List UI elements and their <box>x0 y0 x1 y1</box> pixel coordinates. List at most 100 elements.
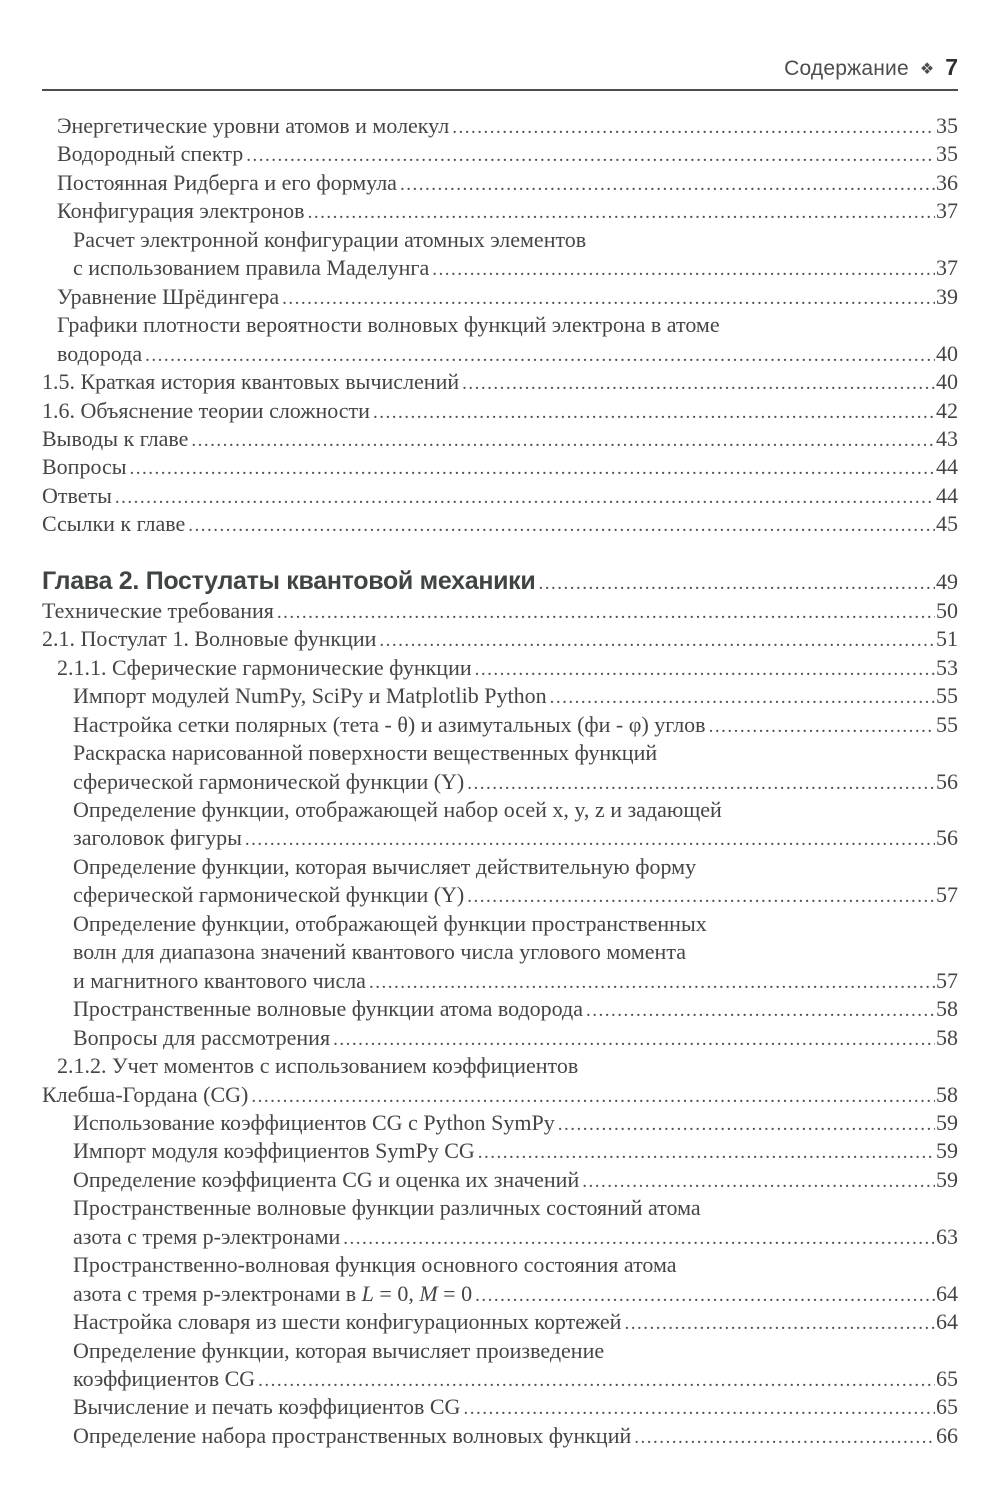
toc-entry-text: Вопросы для рассмотрения <box>73 1024 331 1050</box>
page-number: 39 <box>936 283 958 309</box>
toc-entry-text: Глава 2. Постулаты квантовой механики <box>42 566 536 595</box>
toc-entry-text: Определение коэффициента CG и оценка их … <box>73 1166 580 1192</box>
toc-line: Настройка словаря из шести конфигурацион… <box>42 1308 958 1336</box>
page-number: 40 <box>936 369 958 395</box>
toc-page: Содержание ❖ 7 Энергетические уровни ато… <box>0 0 1000 1450</box>
dot-leader <box>308 202 935 224</box>
toc-line: сферической гармонической функции (Y) 56 <box>42 768 958 796</box>
toc-line: Уравнение Шрёдингера 39 <box>42 283 958 311</box>
toc-line: 1.6. Объяснение теории сложности 42 <box>42 397 958 425</box>
toc-line: Графики плотности вероятности волновых ф… <box>42 311 958 339</box>
dot-leader <box>582 1171 935 1193</box>
toc-entry-text: сферической гармонической функции (Y) <box>73 882 465 908</box>
page-number: 64 <box>936 1309 958 1335</box>
toc-line: волн для диапазона значений квантового ч… <box>42 938 958 966</box>
toc-entry-text: Технические требования <box>42 597 274 623</box>
toc-entry-text: Конфигурация электронов <box>57 198 305 224</box>
page-number: 56 <box>936 768 958 794</box>
dot-leader <box>709 716 935 738</box>
page-number: 35 <box>936 113 958 138</box>
page-number: 43 <box>936 425 958 451</box>
toc-line: Конфигурация электронов 37 <box>42 197 958 225</box>
toc-line: азота с тремя p-электронами 63 <box>42 1223 958 1251</box>
toc-entry-text: Ответы <box>42 482 112 508</box>
dot-leader <box>550 687 935 709</box>
toc-entry-text: Пространственные волновые функции различ… <box>73 1195 701 1221</box>
toc-line: Определение набора пространственных волн… <box>42 1422 958 1450</box>
toc-entry-text: коэффициентов CG <box>73 1366 256 1392</box>
dot-leader <box>251 1086 935 1108</box>
page-number: 49 <box>936 568 958 594</box>
toc-line: 2.1.2. Учет моментов с использованием ко… <box>42 1052 958 1080</box>
toc-line: Клебша-Гордана (CG) 58 <box>42 1081 958 1109</box>
toc-entry-text: Определение функции, которая вычисляет д… <box>73 853 697 879</box>
dot-leader <box>379 630 935 652</box>
toc-entry-text: Настройка сетки полярных (тета - θ) и аз… <box>73 711 706 737</box>
toc-line: Водородный спектр 35 <box>42 140 958 168</box>
toc-entry-text: Расчет электронной конфигурации атомных … <box>73 226 587 252</box>
page-number: 45 <box>936 511 958 537</box>
toc-entry-text: азота с тремя p-электронами <box>73 1223 341 1249</box>
toc-line: 2.1.1. Сферические гармонические функции… <box>42 654 958 682</box>
dot-leader <box>369 972 935 994</box>
toc-entry-text: азота с тремя p-электронами в L = 0, M =… <box>73 1280 473 1306</box>
toc-line: Определение коэффициента CG и оценка их … <box>42 1166 958 1194</box>
page-number: 58 <box>936 1081 958 1107</box>
toc-entry-text: Вычисление и печать коэффициентов CG <box>73 1394 461 1420</box>
toc-entry-text: 1.5. Краткая история квантовых вычислени… <box>42 369 460 395</box>
page-number: 66 <box>936 1422 958 1448</box>
toc-entry-text: Графики плотности вероятности волновых ф… <box>57 312 720 338</box>
toc-line: 1.5. Краткая история квантовых вычислени… <box>42 368 958 396</box>
toc-line: Глава 2. Постулаты квантовой механики 49 <box>42 566 958 597</box>
toc-entry-text: 1.6. Объяснение теории сложности <box>42 397 370 423</box>
running-head: Содержание ❖ 7 <box>42 0 958 81</box>
page-number: 58 <box>936 1024 958 1050</box>
toc-line: Использование коэффициентов CG с Python … <box>42 1109 958 1137</box>
dot-leader <box>452 117 935 139</box>
dot-leader <box>258 1370 935 1392</box>
dot-leader <box>373 402 935 424</box>
toc-line: Энергетические уровни атомов и молекул 3… <box>42 112 958 140</box>
page-number: 65 <box>936 1394 958 1420</box>
toc-line: заголовок фигуры 56 <box>42 824 958 852</box>
toc-entry-text: с использованием правила Маделунга <box>73 255 430 281</box>
toc-line: сферической гармонической функции (Y) 57 <box>42 881 958 909</box>
toc-line: Определение функции, отображающей функци… <box>42 910 958 938</box>
page-number: 63 <box>936 1223 958 1249</box>
toc-line: Пространственные волновые функции различ… <box>42 1194 958 1222</box>
toc-entry-text: Определение функции, отображающей набор … <box>73 796 722 822</box>
toc-entry-text: волн для диапазона значений квантового ч… <box>73 939 686 965</box>
toc-line: и магнитного квантового числа 57 <box>42 967 958 995</box>
toc-entry-text: Пространственно-волновая функция основно… <box>73 1252 677 1278</box>
dot-leader <box>463 1398 935 1420</box>
page-number: 35 <box>936 141 958 167</box>
page-number: 59 <box>936 1138 958 1164</box>
toc-entry-text: Определение функции, отображающей функци… <box>73 910 707 936</box>
toc-line: Ссылки к главе 45 <box>42 510 958 538</box>
page-number: 64 <box>936 1280 958 1306</box>
dot-leader <box>191 430 935 452</box>
toc-entry-text: 2.1.2. Учет моментов с использованием ко… <box>57 1053 579 1079</box>
toc-line: Выводы к главе 43 <box>42 425 958 453</box>
dot-leader <box>115 487 935 509</box>
toc-entry-text: Выводы к главе <box>42 425 189 451</box>
page-number: 44 <box>936 454 958 480</box>
page-number: 57 <box>936 967 958 993</box>
toc-entry-text: Импорт модулей NumPy, SciPy и Matplotlib… <box>73 683 547 709</box>
page-number: 36 <box>936 169 958 195</box>
page-number: 42 <box>936 397 958 423</box>
page-number: 58 <box>936 996 958 1022</box>
page-number: 37 <box>936 255 958 281</box>
toc-entry-text: водорода <box>57 340 143 366</box>
toc-entry-text: Уравнение Шрёдингера <box>57 283 280 309</box>
toc-entry-text: Определение набора пространственных волн… <box>73 1422 632 1448</box>
dot-leader <box>634 1427 935 1449</box>
dot-leader <box>400 174 935 196</box>
four-diamond-icon: ❖ <box>919 61 935 78</box>
running-head-title: Содержание <box>784 57 909 80</box>
page-number: 59 <box>936 1166 958 1192</box>
toc-entry-text: Определение функции, которая вычисляет п… <box>73 1337 605 1363</box>
dot-leader <box>586 1000 935 1022</box>
page-number: 59 <box>936 1109 958 1135</box>
toc-entry-text: и магнитного квантового числа <box>73 967 366 993</box>
